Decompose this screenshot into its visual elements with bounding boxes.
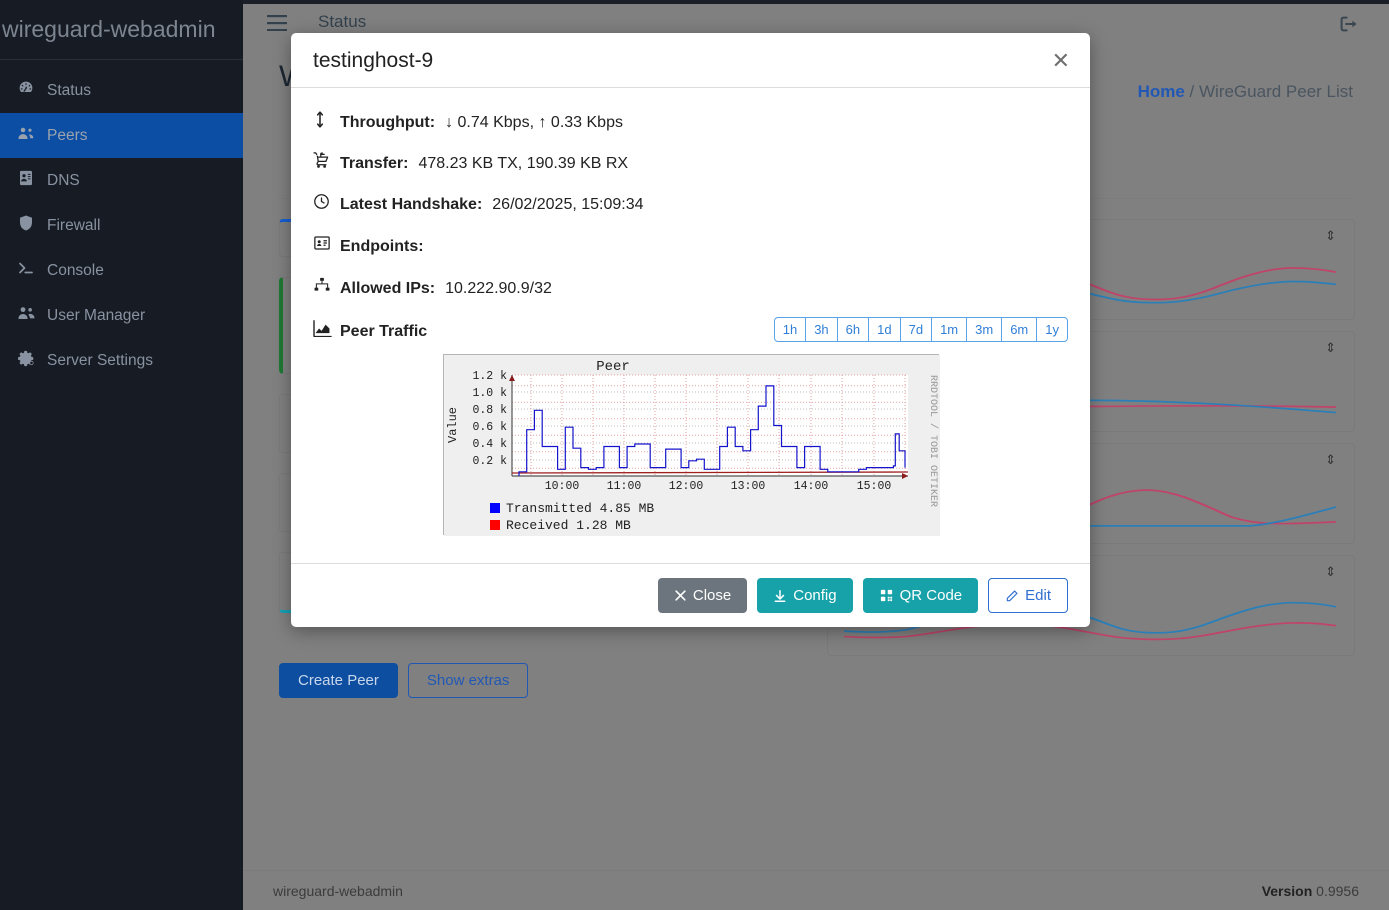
svg-text:11:00: 11:00 [606, 480, 641, 493]
svg-text:Transmitted 4.85 MB: Transmitted 4.85 MB [506, 501, 654, 516]
svg-text:15:00: 15:00 [856, 480, 891, 493]
svg-text:1.0 k: 1.0 k [472, 387, 507, 400]
svg-text:12:00: 12:00 [668, 480, 703, 493]
svg-text:RRDTOOL / TOBI OETIKER: RRDTOOL / TOBI OETIKER [927, 375, 939, 507]
svg-text:13:00: 13:00 [730, 480, 765, 493]
svg-text:0.2 k: 0.2 k [472, 455, 507, 468]
svg-text:0.6 k: 0.6 k [472, 421, 507, 434]
svg-text:Received 1.28 MB: Received 1.28 MB [506, 518, 631, 533]
svg-text:Value: Value [446, 407, 460, 443]
svg-text:0.4 k: 0.4 k [472, 438, 507, 451]
svg-text:10:00: 10:00 [544, 480, 579, 493]
svg-text:0.8 k: 0.8 k [472, 404, 507, 417]
svg-text:Peer: Peer [596, 359, 630, 375]
svg-text:14:00: 14:00 [793, 480, 828, 493]
svg-text:1.2 k: 1.2 k [472, 370, 507, 383]
